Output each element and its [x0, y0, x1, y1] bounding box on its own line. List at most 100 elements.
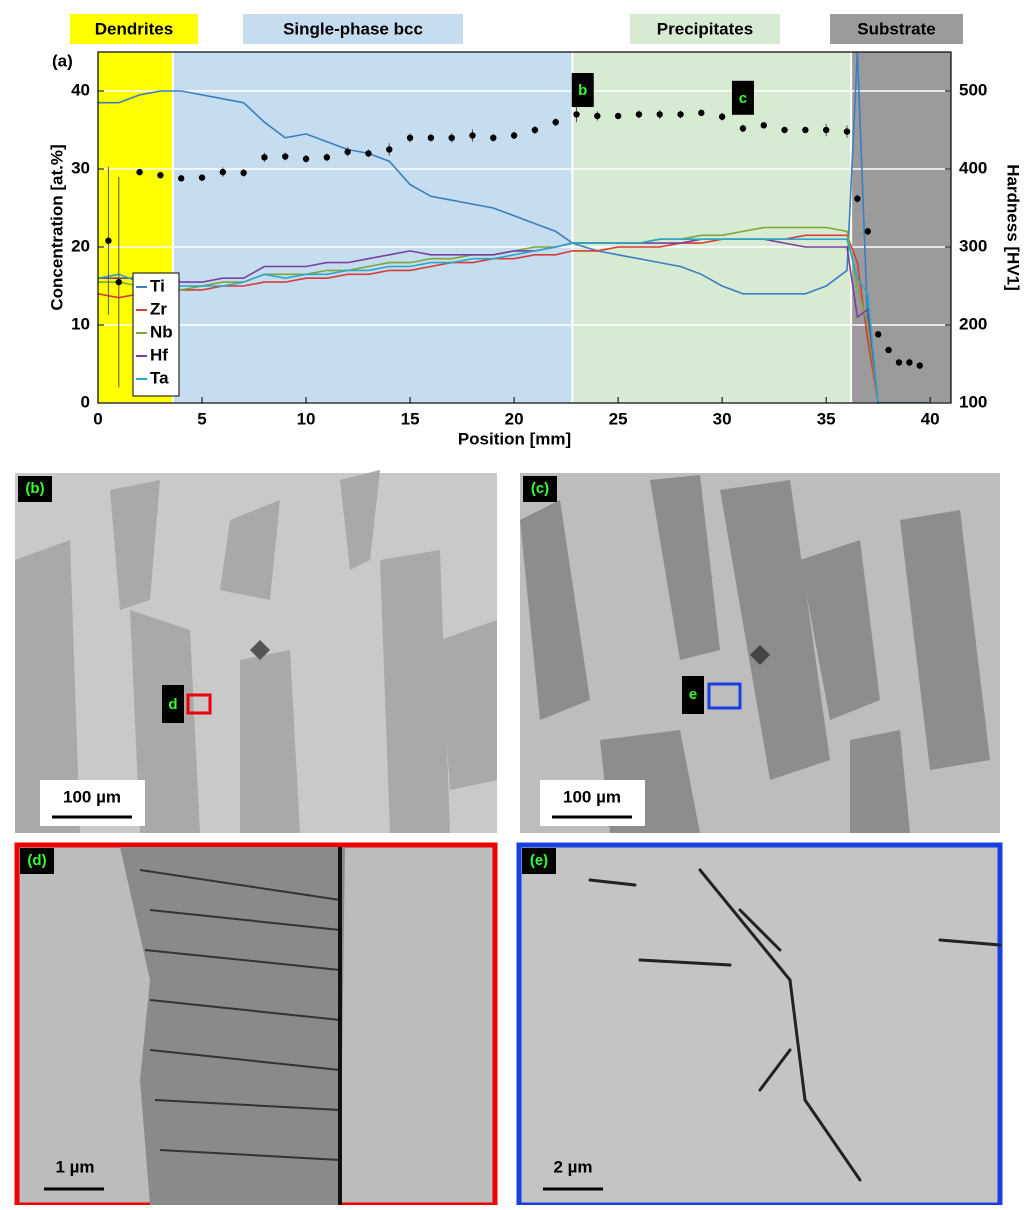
x-tick-label: 30 [713, 409, 732, 428]
hardness-point [822, 126, 830, 134]
indent [250, 640, 270, 660]
panel-label: (c) [531, 480, 549, 497]
x-tick-label: 0 [93, 409, 102, 428]
precipitates [588, 868, 1002, 1182]
hardness-point [219, 168, 227, 176]
hardness-point [105, 237, 112, 244]
hardness-point [240, 169, 247, 177]
y-tick-label: 40 [71, 80, 90, 99]
scale-label: 100 µm [563, 787, 621, 806]
x-tick-label: 35 [817, 409, 836, 428]
hardness-point [261, 154, 268, 161]
plot-frame [97, 51, 952, 404]
y2-tick-label: 400 [959, 158, 987, 177]
scale-label: 2 µm [553, 1157, 592, 1176]
region-header: Substrate [857, 19, 935, 38]
scale-label: 1 µm [55, 1157, 94, 1176]
panel-label: (e) [530, 852, 548, 869]
hardness-point [781, 126, 788, 134]
image-e [516, 842, 1003, 1208]
chart-a: Dendrites Single-phase bcc Precipitates Sub… [47, 14, 1023, 448]
legend-label: Ti [150, 276, 165, 295]
legend-label: Ta [150, 368, 169, 387]
legend-label: Zr [150, 299, 167, 318]
hardness-point [906, 359, 913, 366]
marker-box [162, 685, 184, 723]
y-tick-label: 0 [81, 392, 90, 411]
marker-label: d [168, 696, 177, 713]
x-tick-label: 20 [505, 409, 524, 428]
hardness-point [843, 128, 851, 135]
hardness-point [448, 134, 455, 141]
hardness-point [136, 168, 143, 176]
y2-tick-label: 300 [959, 236, 987, 255]
hardness-point [365, 150, 372, 157]
annotation-box [731, 80, 754, 115]
region-header: Dendrites [95, 19, 173, 38]
hardness-point [885, 346, 892, 354]
hardness-point [115, 278, 123, 286]
grains [15, 470, 497, 833]
hardness-point [656, 111, 663, 118]
legend-label: Hf [150, 345, 168, 364]
lamella-lines [139, 847, 342, 1205]
series-line [98, 52, 931, 403]
annotation-box [571, 73, 594, 107]
hardness-point [469, 132, 476, 139]
zoom-box [186, 693, 212, 715]
x-tick-label: 40 [921, 409, 940, 428]
hardness-point [698, 109, 705, 117]
hardness-point [490, 134, 497, 141]
annotation: b [578, 82, 587, 99]
panel-label: (b) [25, 480, 44, 497]
hardness-point [802, 126, 809, 134]
x-tick-label: 25 [609, 409, 628, 428]
series-line [98, 234, 931, 403]
hardness-point [854, 195, 861, 202]
scale-label: 100 µm [63, 787, 121, 806]
label-box [18, 476, 52, 502]
hardness-point [406, 134, 414, 141]
region-header: Precipitates [657, 19, 753, 38]
hardness-point [739, 125, 747, 132]
hardness-point [614, 112, 622, 120]
zoom-box [707, 682, 742, 710]
legend-box [132, 272, 180, 397]
label-box [20, 848, 54, 874]
x-tick-label: 15 [401, 409, 420, 428]
x-tick-label: 5 [197, 409, 206, 428]
hardness-point [198, 174, 206, 181]
y-tick-label: 10 [71, 314, 90, 333]
y-axis-label: Concentration [at.%] [47, 144, 66, 310]
region-header-box [830, 14, 963, 44]
hardness-point [344, 148, 351, 156]
marker-box [682, 676, 704, 714]
hardness-point [677, 111, 684, 118]
hardness-point [635, 111, 643, 118]
legend-label: Nb [150, 322, 173, 341]
hardness-point [895, 359, 903, 366]
hardness-point [386, 146, 393, 153]
x-tick-label: 10 [297, 409, 316, 428]
panel-label: (d) [27, 852, 46, 869]
panel-label: (a) [52, 51, 73, 70]
hardness-point [323, 154, 331, 161]
region-header-box [70, 14, 198, 44]
region-header-box [243, 14, 463, 44]
y-tick-label: 30 [71, 158, 90, 177]
region [172, 52, 573, 403]
hardness-point [178, 175, 185, 182]
micrograph-e: (e) 2 µm [516, 842, 1003, 1208]
hardness-point [157, 172, 164, 179]
hardness-point [760, 122, 767, 129]
hardness-point [510, 132, 518, 139]
annotation: c [739, 90, 747, 107]
hardness-point [531, 126, 539, 134]
label-box [523, 476, 557, 502]
region [851, 52, 951, 403]
y-tick-label: 20 [71, 236, 90, 255]
y2-tick-label: 200 [959, 314, 987, 333]
x-axis-label: Position [mm] [458, 429, 571, 448]
